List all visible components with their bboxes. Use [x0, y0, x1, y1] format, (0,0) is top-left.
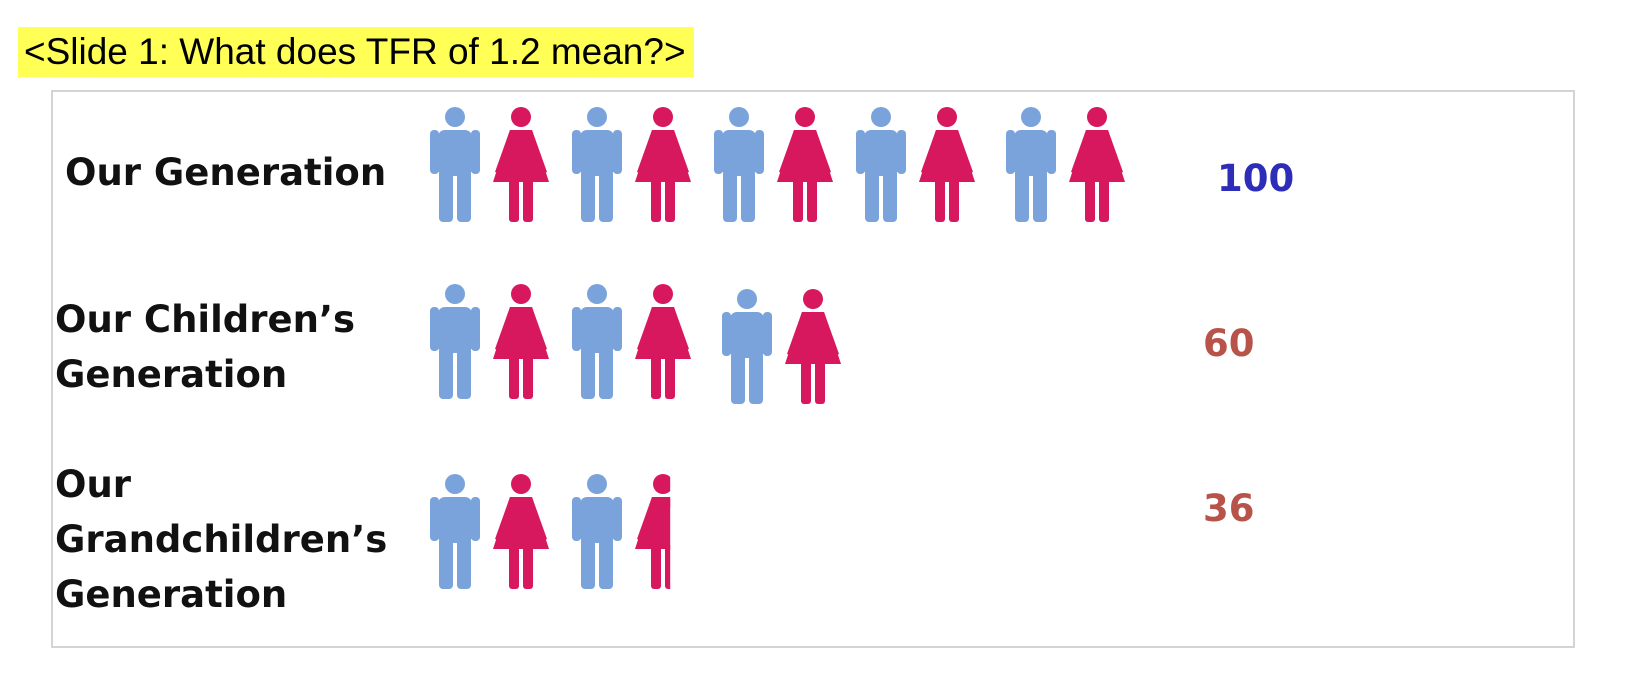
male-figure-icon	[572, 474, 622, 589]
female-figure-icon	[635, 107, 691, 222]
row-label-line: Our Children’s	[55, 298, 356, 341]
female-figure-icon	[493, 107, 549, 222]
female-figure-icon	[493, 474, 549, 589]
male-figure-icon	[430, 474, 480, 589]
row-label-line: Generation	[55, 353, 288, 396]
male-figure-icon	[722, 289, 772, 404]
male-figure-icon	[1006, 107, 1056, 222]
male-figure-icon	[430, 107, 480, 222]
row-label: Our Children’s Generation	[55, 292, 355, 402]
row-value-label: 60	[1203, 322, 1255, 365]
male-figure-icon	[430, 284, 480, 399]
row-label-line: Grandchildren’s	[55, 518, 388, 561]
female-figure-icon	[635, 284, 691, 399]
male-figure-icon	[856, 107, 906, 222]
row-label: Our Grandchildren’s Generation	[55, 457, 387, 622]
female-figure-icon	[919, 107, 975, 222]
row-value-label: 36	[1203, 487, 1255, 530]
female-figure-icon	[777, 107, 833, 222]
row-value-label: 100	[1217, 157, 1295, 200]
female-figure-icon	[493, 284, 549, 399]
row-label-line: Generation	[55, 573, 288, 616]
female-figure-icon	[635, 474, 671, 589]
row-label-line: Our Generation	[65, 151, 387, 194]
row-label-line: Our	[55, 463, 132, 506]
slide-title-label: <Slide 1: What does TFR of 1.2 mean?>	[18, 27, 694, 77]
male-figure-icon	[572, 284, 622, 399]
male-figure-icon	[714, 107, 764, 222]
female-figure-icon	[1069, 107, 1125, 222]
female-figure-icon	[785, 289, 841, 404]
row-label: Our Generation	[65, 145, 386, 200]
male-figure-icon	[572, 107, 622, 222]
